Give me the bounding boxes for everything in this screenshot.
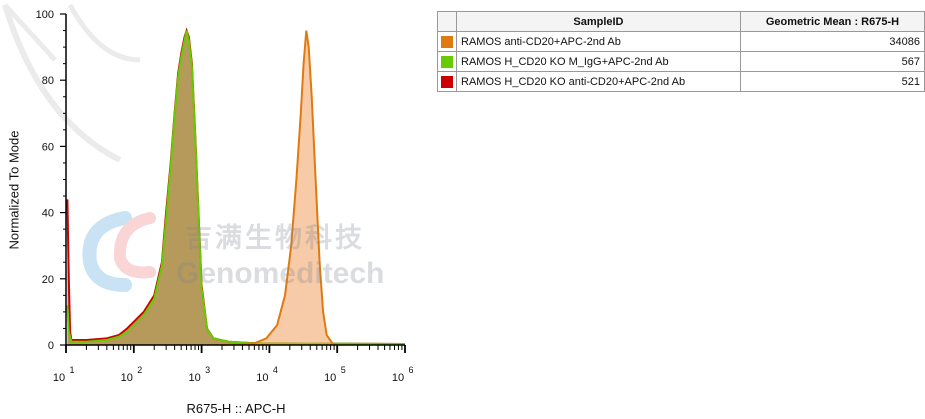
series-area-green [67, 30, 406, 345]
color-swatch-green [441, 55, 453, 68]
sample-id-cell: RAMOS H_CD20 KO M_IgG+APC-2nd Ab [456, 51, 741, 72]
sample-id-cell: RAMOS anti-CD20+APC-2nd Ab [456, 31, 741, 52]
table-row: RAMOS H_CD20 KO anti-CD20+APC-2nd Ab 521 [437, 71, 925, 92]
x-tick-exponent: 1 [69, 365, 74, 375]
x-tick-label: 10 [188, 372, 200, 384]
histogram-plot: 0 20 40 60 80 100 10 1 10 2 10 3 10 4 10 5 10 6 [2, 3, 414, 384]
series-area-red [67, 30, 406, 345]
x-tick-exponent: 2 [137, 365, 142, 375]
sampleid-column-header: SampleID [456, 11, 741, 32]
y-tick-label: 0 [48, 340, 54, 352]
x-tick-label: 10 [324, 372, 336, 384]
watermark-latin-text: Genomeditech [176, 257, 385, 290]
x-tick-exponent: 5 [341, 365, 346, 375]
row-color-cell [437, 71, 457, 92]
color-swatch-red [441, 75, 453, 88]
color-column-header [437, 11, 457, 32]
x-tick-exponent: 3 [205, 365, 210, 375]
sample-id-cell: RAMOS H_CD20 KO anti-CD20+APC-2nd Ab [456, 71, 741, 92]
y-tick-label: 100 [36, 9, 54, 21]
series-line-orange [221, 30, 338, 346]
y-axis-label: Normalized To Mode [6, 130, 22, 250]
table-row: RAMOS H_CD20 KO M_IgG+APC-2nd Ab 567 [437, 51, 925, 72]
table-row: RAMOS anti-CD20+APC-2nd Ab 34086 [437, 31, 925, 52]
x-tick-exponent: 6 [408, 365, 413, 375]
series-line-green [66, 30, 406, 345]
series-line-red [66, 27, 406, 345]
y-tick-label: 40 [42, 208, 54, 220]
statistics-table: SampleID Geometric Mean : R675-H RAMOS a… [437, 11, 925, 92]
watermark-logo [2, 3, 156, 292]
row-color-cell [437, 51, 457, 72]
geometric-mean-cell: 521 [739, 71, 925, 92]
row-color-cell [437, 31, 457, 52]
x-tick-exponent: 4 [273, 365, 278, 375]
x-tick-label: 10 [53, 372, 65, 384]
geometric-mean-column-header: Geometric Mean : R675-H [739, 11, 925, 32]
series-area-orange [222, 30, 338, 345]
x-axis-label: R675-H :: APC-H [186, 401, 286, 416]
y-tick-label: 20 [42, 274, 54, 286]
watermark-chinese-text: 吉满生物科技 [185, 223, 365, 253]
geometric-mean-cell: 567 [739, 51, 925, 72]
y-tick-label: 80 [42, 75, 54, 87]
x-tick-label: 10 [256, 372, 268, 384]
geometric-mean-cell: 34086 [739, 31, 925, 52]
table-header-row: SampleID Geometric Mean : R675-H [437, 11, 925, 32]
x-tick-label: 10 [121, 372, 133, 384]
x-tick-label: 10 [392, 372, 404, 384]
color-swatch-orange [441, 35, 453, 48]
y-tick-label: 60 [42, 141, 54, 153]
